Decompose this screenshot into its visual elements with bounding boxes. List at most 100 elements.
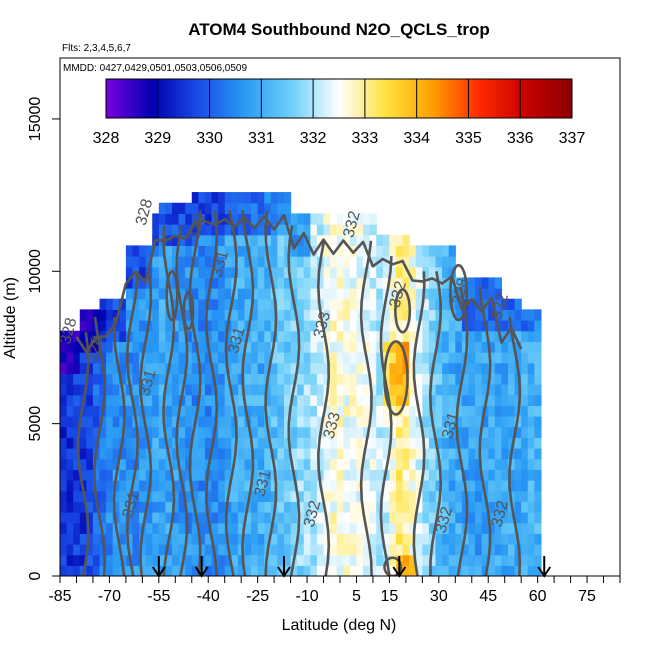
heatmap-cell: [218, 426, 226, 438]
heatmap-cell: [310, 373, 318, 385]
heatmap-cell: [112, 544, 120, 556]
heatmap-cell: [461, 373, 470, 385]
heatmap-cell: [290, 405, 298, 417]
heatmap-cell: [152, 480, 160, 492]
heatmap-cell: [158, 384, 167, 396]
heatmap-cell: [415, 256, 423, 268]
heatmap-cell: [284, 512, 292, 524]
heatmap-cell: [132, 437, 140, 449]
heatmap-cell: [73, 554, 81, 566]
heatmap-cell: [60, 405, 68, 417]
heatmap-cell: [66, 469, 74, 481]
heatmap-cell: [237, 266, 246, 278]
heatmap-cell: [521, 501, 529, 513]
heatmap-cell: [204, 416, 213, 428]
heatmap-cell: [336, 234, 344, 246]
heatmap-cell: [475, 309, 483, 321]
heatmap-cell: [270, 256, 279, 268]
heatmap-cell: [251, 288, 259, 300]
heatmap-cell: [343, 544, 351, 556]
heatmap-cell: [172, 224, 180, 236]
heatmap-cell: [396, 501, 404, 513]
heatmap-cell: [435, 533, 443, 545]
heatmap-cell: [125, 256, 134, 268]
heatmap-cell: [244, 277, 252, 289]
heatmap-cell: [468, 309, 476, 321]
heatmap-cell: [488, 544, 496, 556]
heatmap-cell: [224, 448, 232, 460]
heatmap-cell: [145, 416, 153, 428]
heatmap-cell: [402, 266, 410, 278]
heatmap-cell: [277, 416, 285, 428]
heatmap-cell: [488, 533, 496, 545]
heatmap-cell: [231, 544, 239, 556]
heatmap-cell: [132, 341, 140, 353]
heatmap-cell: [501, 341, 509, 353]
heatmap-cell: [165, 544, 173, 556]
heatmap-cell: [297, 554, 305, 566]
heatmap-cell: [92, 362, 101, 374]
heatmap-cell: [257, 437, 265, 449]
x-tick-label: -85: [48, 588, 71, 605]
contour-line: [383, 340, 409, 416]
heatmap-cell: [290, 565, 298, 576]
heatmap-cell: [501, 309, 509, 321]
heatmap-cell: [224, 192, 232, 204]
heatmap-cell: [244, 490, 252, 502]
heatmap-cell: [224, 512, 232, 524]
heatmap-cell: [316, 384, 325, 396]
heatmap-cell: [244, 213, 252, 225]
heatmap-cell: [343, 458, 351, 470]
heatmap-cell: [521, 330, 529, 342]
heatmap-cell: [112, 394, 120, 406]
heatmap-cell: [343, 469, 351, 481]
heatmap-cell: [534, 544, 542, 556]
heatmap-cell: [349, 213, 358, 225]
heatmap-cell: [422, 277, 430, 289]
heatmap-cell: [270, 522, 279, 534]
heatmap-cell: [99, 426, 107, 438]
heatmap-cell: [323, 458, 331, 470]
heatmap-cell: [316, 544, 325, 556]
heatmap-cell: [264, 320, 272, 332]
heatmap-cell: [402, 320, 410, 332]
heatmap-cell: [152, 309, 160, 321]
heatmap-cell: [461, 437, 470, 449]
heatmap-cell: [435, 565, 443, 576]
heatmap-cell: [455, 277, 463, 289]
heatmap-cell: [501, 448, 509, 460]
heatmap-cell: [284, 341, 292, 353]
heatmap-cell: [125, 394, 134, 406]
heatmap-cell: [158, 373, 167, 385]
heatmap-cell: [191, 533, 199, 545]
heatmap-cell: [527, 416, 535, 428]
heatmap-cell: [442, 490, 450, 502]
heatmap-cell: [204, 213, 213, 225]
heatmap-cell: [198, 458, 206, 470]
heatmap-cell: [468, 437, 476, 449]
heatmap-cell: [132, 405, 140, 417]
heatmap-cell: [442, 522, 450, 534]
heatmap-cell: [527, 512, 535, 524]
heatmap-cell: [152, 298, 160, 310]
heatmap-cell: [119, 448, 127, 460]
heatmap-cell: [251, 256, 259, 268]
heatmap-cell: [106, 490, 114, 502]
heatmap-cell: [198, 533, 206, 545]
heatmap-cell: [198, 330, 206, 342]
heatmap-cell: [428, 394, 437, 406]
heatmap-cell: [119, 309, 127, 321]
heatmap-cell: [415, 554, 423, 566]
heatmap-cell: [349, 501, 358, 513]
heatmap-cell: [185, 341, 193, 353]
heatmap-cell: [211, 277, 219, 289]
heatmap-cell: [415, 437, 423, 449]
contour-label: 332: [301, 499, 324, 529]
colorbar-tick-label: 331: [248, 130, 275, 147]
heatmap-cell: [428, 298, 437, 310]
heatmap-cell: [514, 490, 522, 502]
heatmap-cell: [191, 234, 199, 246]
contour-line: [75, 213, 523, 354]
x-tick-label: -25: [246, 588, 269, 605]
heatmap-cell: [455, 512, 463, 524]
